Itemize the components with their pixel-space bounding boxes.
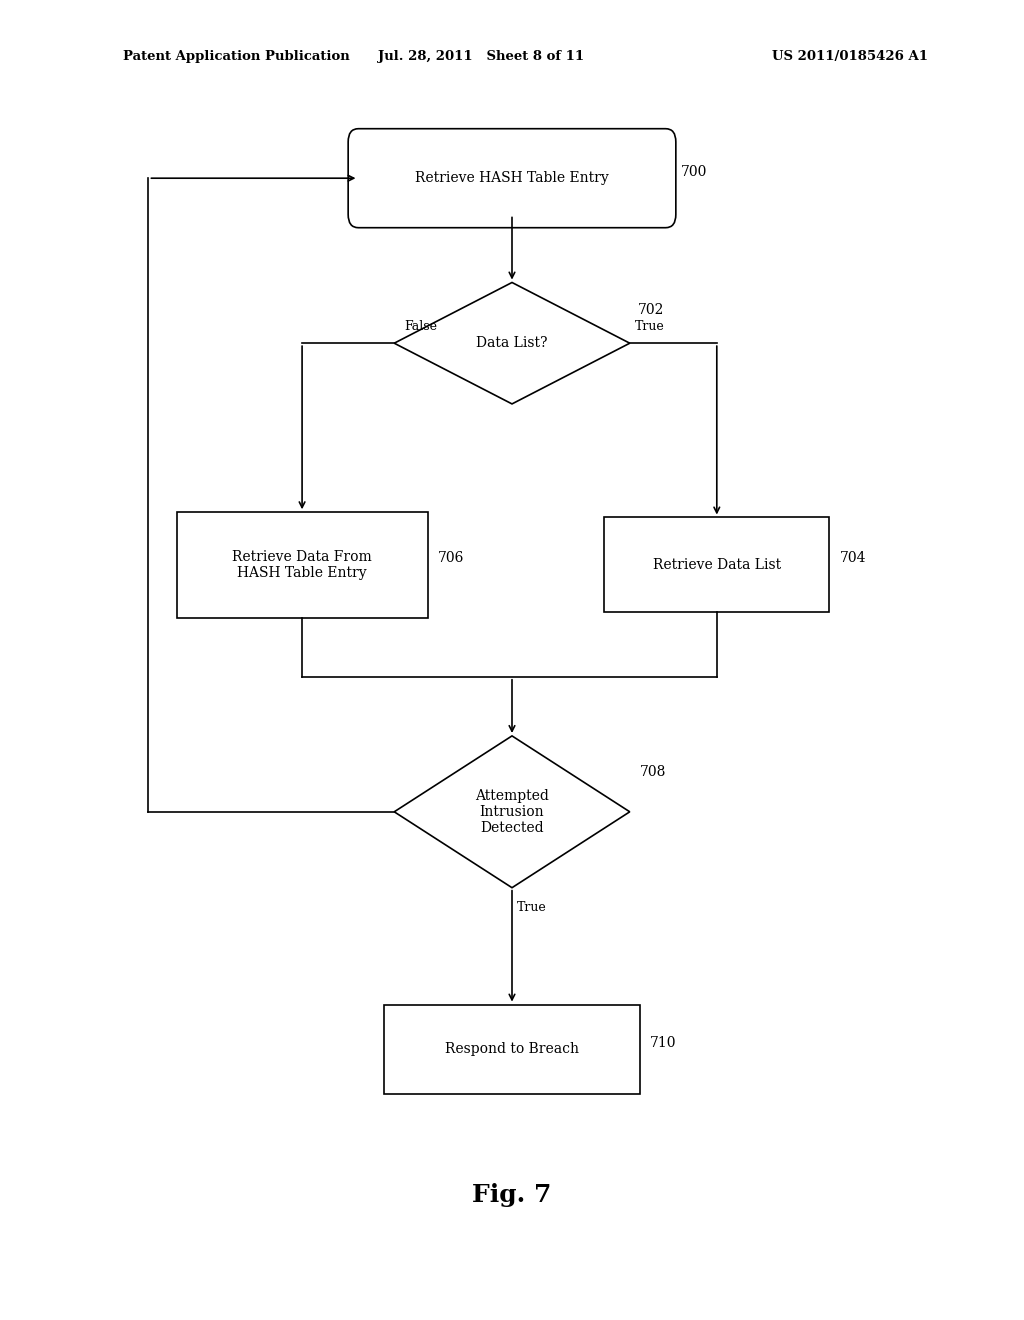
Text: Patent Application Publication: Patent Application Publication <box>123 50 349 63</box>
Text: Respond to Breach: Respond to Breach <box>445 1043 579 1056</box>
Polygon shape <box>394 282 630 404</box>
Polygon shape <box>394 737 630 887</box>
Text: 706: 706 <box>438 552 464 565</box>
Text: True: True <box>517 900 547 913</box>
Text: Jul. 28, 2011   Sheet 8 of 11: Jul. 28, 2011 Sheet 8 of 11 <box>378 50 585 63</box>
Text: 708: 708 <box>640 766 667 779</box>
Text: 710: 710 <box>650 1036 677 1049</box>
Bar <box>604 517 829 612</box>
Bar <box>384 1005 640 1094</box>
Text: False: False <box>404 319 437 333</box>
Text: 702: 702 <box>638 304 665 317</box>
Text: Retrieve HASH Table Entry: Retrieve HASH Table Entry <box>415 172 609 185</box>
Bar <box>176 512 428 618</box>
Text: Attempted
Intrusion
Detected: Attempted Intrusion Detected <box>475 788 549 836</box>
Text: US 2011/0185426 A1: US 2011/0185426 A1 <box>772 50 928 63</box>
Text: Retrieve Data From
HASH Table Entry: Retrieve Data From HASH Table Entry <box>232 550 372 579</box>
Text: 700: 700 <box>681 165 708 178</box>
Text: True: True <box>635 319 665 333</box>
Text: Data List?: Data List? <box>476 337 548 350</box>
Text: Retrieve Data List: Retrieve Data List <box>652 558 781 572</box>
Text: 704: 704 <box>840 552 866 565</box>
FancyBboxPatch shape <box>348 129 676 227</box>
Text: Fig. 7: Fig. 7 <box>472 1183 552 1206</box>
